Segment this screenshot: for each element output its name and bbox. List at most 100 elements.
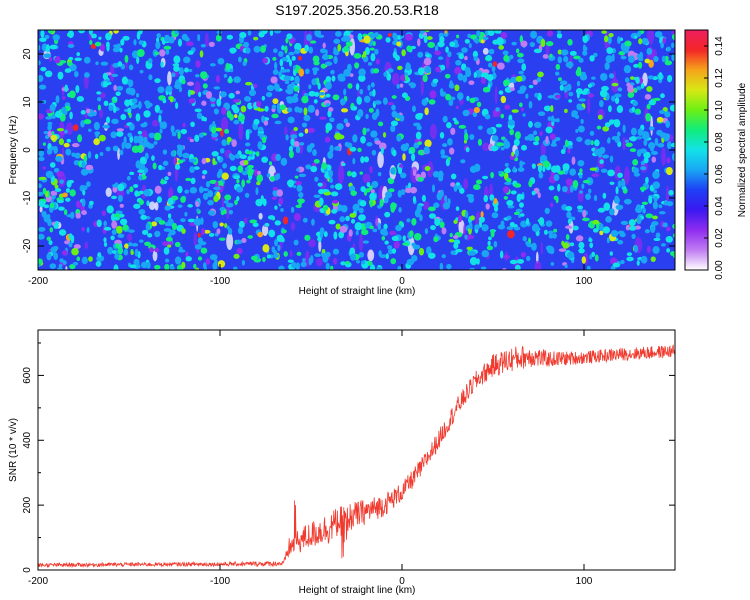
spectrogram-cell: [413, 122, 421, 127]
spectrogram-cell: [369, 47, 375, 51]
spectrogram-cell: [648, 100, 656, 106]
spectrogram-cell: [399, 114, 405, 122]
spectrogram-cell: [446, 263, 452, 270]
spectrogram-cell: [126, 175, 131, 181]
spectrogram-cell: [638, 38, 643, 45]
spectrogram-cell: [47, 121, 53, 126]
spectrogram-cell: [187, 218, 196, 223]
spectrogram-cell: [432, 171, 440, 178]
spectrogram-cell: [402, 242, 409, 246]
spectrogram-cell: [392, 32, 396, 39]
spectrogram-cell: [239, 32, 247, 39]
spectrogram-cell: [337, 43, 342, 52]
spectrogram-cell: [262, 256, 266, 263]
spectrogram-cell: [477, 125, 483, 130]
spectrogram-streak: [375, 215, 379, 230]
spectrogram-cell: [589, 167, 598, 171]
spectrogram-cell: [468, 250, 477, 256]
spectrogram-streak: [423, 201, 430, 210]
spectrogram-cell: [599, 89, 608, 98]
spectrogram-cell: [665, 235, 673, 243]
spectrogram-cell: [197, 237, 203, 245]
spectrogram-cell: [215, 34, 222, 42]
spectrogram-cell: [588, 93, 595, 98]
spectrogram-cell: [591, 76, 596, 80]
spectrogram-cell: [42, 187, 47, 195]
spectrogram-cell: [567, 148, 571, 154]
spectrogram-cell: [201, 157, 207, 165]
spectrogram-cell: [280, 157, 288, 166]
spectrogram-cell: [42, 166, 46, 170]
spectrogram-cell: [447, 138, 453, 146]
spectrogram-cell: [215, 181, 219, 189]
spectrogram-cell: [283, 75, 292, 81]
spectrogram-cell: [634, 35, 638, 39]
spectrogram-cell: [484, 113, 491, 120]
spectrogram-cell: [249, 219, 258, 224]
spectrogram-cell: [99, 152, 104, 157]
spectrogram-streak: [226, 232, 234, 251]
spectrogram-cell: [431, 184, 436, 193]
spectrogram-cell: [613, 119, 621, 128]
spectrogram-cell: [261, 115, 266, 123]
spectrogram-cell: [154, 185, 162, 194]
spectrogram-cell: [169, 265, 175, 270]
spectrogram-cell: [148, 132, 156, 139]
spectrogram-cell: [49, 162, 56, 168]
spectrogram-cell: [468, 42, 472, 49]
spectrogram-cell: [52, 245, 59, 251]
spectrogram-cell: [399, 172, 407, 179]
spectrogram-cell: [45, 44, 51, 53]
spectrogram-cell: [349, 146, 357, 152]
spectrogram-cell: [164, 258, 170, 263]
snr-y-tick-label: 600: [22, 367, 33, 384]
spectrogram-cell: [339, 225, 348, 233]
spectrogram-cell: [367, 84, 371, 91]
spectrogram-cell: [247, 164, 254, 169]
spectrogram-cell: [177, 131, 181, 140]
spectrogram-cell: [310, 165, 318, 173]
spectrogram-cell: [106, 44, 110, 52]
spectrogram-cell: [493, 197, 498, 205]
spectrogram-cell: [643, 157, 649, 164]
spectrogram-cell: [117, 91, 121, 96]
spectrogram-cell: [435, 66, 442, 73]
spectrogram-cell: [98, 36, 102, 40]
spectrogram-cell: [154, 247, 160, 253]
spectrogram-cell: [321, 189, 330, 193]
spectrogram-cell: [427, 252, 436, 259]
spectrogram-cell: [543, 105, 552, 112]
spectrogram-cell: [402, 153, 406, 161]
spectrogram-cell: [207, 189, 214, 198]
spectrogram-cell: [229, 154, 236, 161]
spectrogram-cell: [582, 44, 587, 53]
spectrogram-cell: [473, 107, 481, 114]
spectrogram-cell: [359, 88, 364, 95]
spectrogram-cell: [571, 156, 576, 165]
spectrogram-cell: [604, 122, 611, 128]
spectrogram-cell: [135, 93, 140, 98]
spectrogram-cell: [200, 71, 208, 80]
colorbar-ticks: 0.000.020.040.060.080.100.120.14: [704, 36, 725, 280]
spectrogram-cell: [180, 196, 186, 203]
spectrogram-cell: [213, 195, 219, 203]
spectrogram-cell: [396, 41, 402, 47]
spectrogram-cell: [665, 120, 671, 129]
spectrogram-cell: [62, 192, 68, 198]
spectrogram-streak: [290, 222, 296, 231]
spectrogram-cell: [133, 39, 137, 46]
spectrogram-cell: [308, 90, 316, 97]
spectrogram-cell: [55, 155, 63, 162]
spectrogram-cell: [578, 174, 583, 179]
spectrogram-cell: [210, 103, 216, 108]
spectrogram-cell: [113, 264, 119, 270]
spectrogram-cell: [340, 205, 348, 213]
spectrogram-cell: [607, 105, 612, 113]
spectrogram-cell: [515, 208, 523, 213]
spectrogram-streak: [99, 108, 103, 119]
spectrogram-cell: [582, 179, 591, 184]
spectrogram-cell: [662, 37, 667, 44]
spectrogram-cell: [654, 137, 659, 146]
spectrogram-cell: [550, 261, 555, 266]
spectrogram-cell: [569, 168, 576, 176]
